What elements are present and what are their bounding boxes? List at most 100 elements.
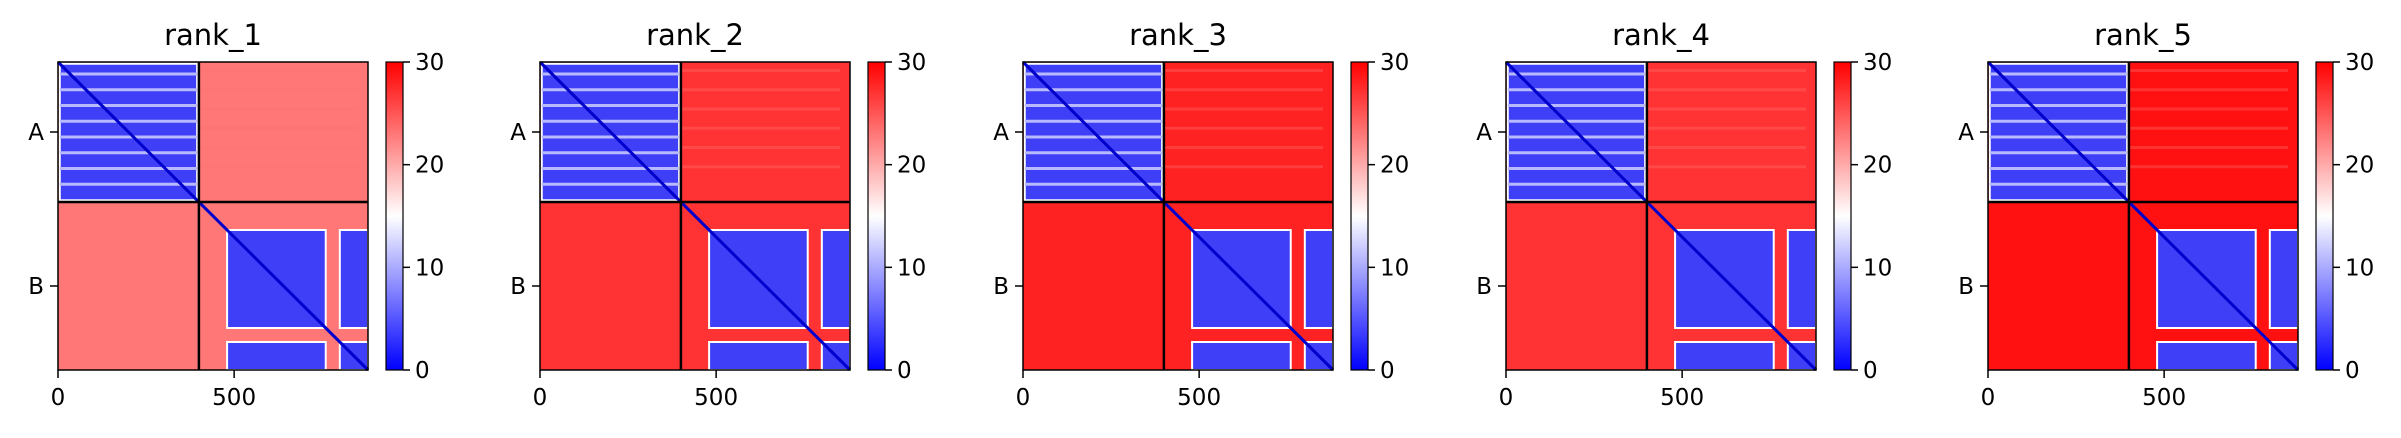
panel-title: rank_2 <box>646 18 744 52</box>
pae-texture <box>1033 88 1323 92</box>
y-tick-label: B <box>1958 274 1974 300</box>
heatmap-panel: rank_1 0 500 A B 0 10 20 30 <box>28 18 444 411</box>
heatmap-panel: rank_5 0 500 A B 0 10 20 30 <box>1958 18 2374 411</box>
colorbar-tick-label: 30 <box>1863 50 1892 76</box>
pae-texture <box>1998 69 2288 72</box>
pae-texture <box>1998 88 2288 92</box>
colorbar-tick-label: 20 <box>2345 153 2374 179</box>
pae-texture <box>1998 146 2288 149</box>
pae-stripe <box>59 119 198 123</box>
pae-stripe <box>1507 104 1646 107</box>
panel-title: rank_5 <box>2094 18 2192 52</box>
pae-stripe <box>59 72 198 76</box>
pae-stripe <box>541 151 680 155</box>
pae-stripe <box>541 119 680 123</box>
pae-stripe <box>1507 182 1646 186</box>
pae-stripe <box>59 151 198 155</box>
axes-frame <box>1987 61 2299 371</box>
colorbar-tick-label: 30 <box>2345 50 2374 76</box>
pae-texture <box>1516 165 1806 169</box>
pae-stripe <box>541 88 680 92</box>
pae-stripe <box>1024 135 1163 139</box>
pae-stripe <box>1507 167 1646 170</box>
colorbar-tick-label: 10 <box>897 255 926 281</box>
pae-stripe <box>1024 88 1163 92</box>
colorbar <box>1350 61 1369 371</box>
pae-diagonal <box>1021 60 1335 372</box>
y-tick-label: B <box>993 274 1009 300</box>
pae-stripe <box>1507 88 1646 92</box>
pae-texture <box>68 126 358 130</box>
colorbar-tick-label: 20 <box>897 153 926 179</box>
colorbar-tick-label: 20 <box>1380 153 1409 179</box>
pae-stripe <box>1024 151 1163 155</box>
colorbar-tick-label: 20 <box>1863 153 1892 179</box>
pae-stripe <box>1024 182 1163 186</box>
axes-frame <box>57 61 369 371</box>
panel-title: rank_4 <box>1612 18 1710 52</box>
pae-texture <box>1516 107 1806 111</box>
pae-texture <box>1516 88 1806 92</box>
pae-texture <box>68 69 358 72</box>
y-tick-label: B <box>1476 274 1492 300</box>
colorbar <box>1833 61 1852 371</box>
y-tick-label: A <box>993 120 1009 146</box>
pae-stripe <box>1989 135 2128 139</box>
y-tick-label: A <box>1476 120 1492 146</box>
heatmap-panel: rank_4 0 500 A B 0 10 20 30 <box>1476 18 1892 411</box>
colorbar-tick-label: 10 <box>415 255 444 281</box>
pae-stripe <box>1989 151 2128 155</box>
x-tick-label: 500 <box>1177 385 1221 411</box>
pae-stripe <box>1507 135 1646 139</box>
y-tick-label: A <box>28 120 44 146</box>
pae-texture <box>550 88 840 92</box>
pae-stripe <box>1024 167 1163 170</box>
heatmap-panel: rank_3 0 500 A B 0 10 20 30 <box>993 18 1409 411</box>
y-tick-label: A <box>1958 120 1974 146</box>
y-tick-label: B <box>510 274 526 300</box>
colorbar-tick-label: 0 <box>897 358 912 384</box>
pae-texture <box>550 107 840 111</box>
x-tick-label: 500 <box>1660 385 1704 411</box>
pae-stripe <box>59 182 198 186</box>
pae-block <box>708 341 809 371</box>
pae-stripe <box>541 104 680 107</box>
colorbar-tick-label: 0 <box>415 358 430 384</box>
colorbar-tick-label: 0 <box>1380 358 1395 384</box>
pae-stripe <box>541 72 680 76</box>
colorbar-tick-label: 10 <box>2345 255 2374 281</box>
colorbar-tick-label: 10 <box>1380 255 1409 281</box>
pae-block <box>2156 341 2257 371</box>
pae-block <box>1786 229 1818 329</box>
pae-texture <box>1998 165 2288 169</box>
x-tick-label: 0 <box>1981 385 1996 411</box>
axes-frame <box>1505 61 1817 371</box>
pae-texture <box>68 107 358 111</box>
y-tick-label: A <box>510 120 526 146</box>
x-tick-label: 0 <box>533 385 548 411</box>
panel-title: rank_1 <box>164 18 262 52</box>
pae-texture <box>1998 107 2288 111</box>
colorbar-tick-label: 20 <box>415 153 444 179</box>
pae-stripe <box>541 167 680 170</box>
pae-texture <box>68 165 358 169</box>
pae-stripe <box>541 182 680 186</box>
x-tick-label: 500 <box>212 385 256 411</box>
pae-stripe <box>1989 182 2128 186</box>
pae-texture <box>68 146 358 149</box>
pae-texture <box>68 88 358 92</box>
pae-stripe <box>59 104 198 107</box>
x-tick-label: 500 <box>694 385 738 411</box>
pae-diagonal <box>538 60 852 372</box>
pae-stripe <box>59 167 198 170</box>
colorbar-tick-label: 0 <box>2345 358 2360 384</box>
pae-stripe <box>1507 72 1646 76</box>
pae-stripe <box>1989 119 2128 123</box>
x-tick-label: 0 <box>51 385 66 411</box>
pae-block <box>1191 341 1292 371</box>
pae-texture <box>1516 69 1806 72</box>
pae-block <box>1674 341 1775 371</box>
pae-stripe <box>1024 119 1163 123</box>
pae-stripe <box>1507 151 1646 155</box>
